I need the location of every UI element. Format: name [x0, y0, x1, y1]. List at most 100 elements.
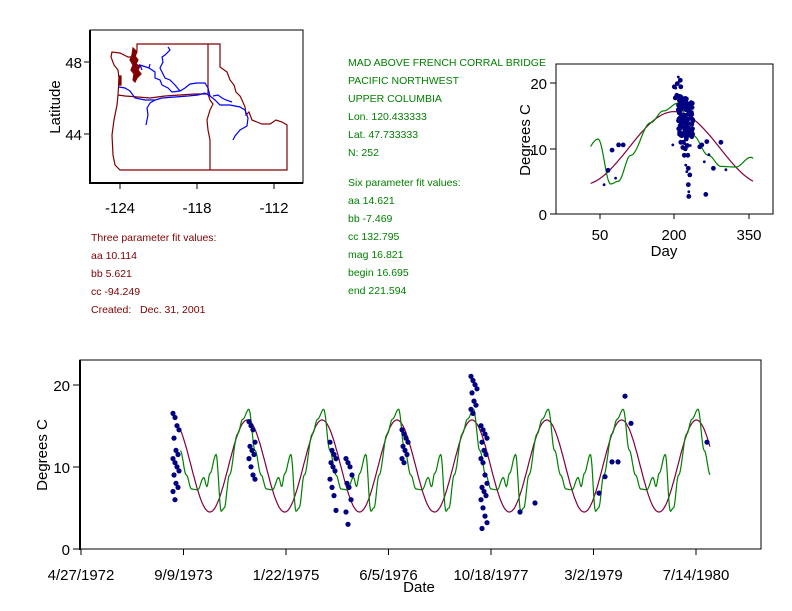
- day-observation-point: [702, 160, 706, 164]
- time-observation-point: [483, 451, 489, 458]
- map-x-tick-label: -124: [105, 200, 135, 217]
- time-observation-point: [479, 484, 485, 490]
- time-observation-point: [246, 456, 252, 462]
- day-y-tick-label: 20: [530, 76, 547, 93]
- state-borders: [110, 43, 288, 171]
- day-observation-point: [687, 190, 691, 194]
- time-x-tick-label: 7/14/1980: [663, 567, 730, 584]
- time-observation-point: [330, 464, 336, 470]
- six-param-bb: bb -7.469: [348, 213, 393, 225]
- day-observation-point: [682, 125, 687, 131]
- day-observation-point: [707, 153, 711, 157]
- time-observation-point: [479, 525, 485, 532]
- six-param-aa: aa 14.621: [348, 195, 395, 207]
- time-observation-point: [401, 431, 407, 437]
- river-columbia: [118, 86, 211, 101]
- time-observation-point: [478, 423, 484, 429]
- time-observation-point: [532, 500, 538, 506]
- time-observation-point: [247, 443, 253, 449]
- day-x-tick-label: 200: [661, 227, 686, 244]
- station-name: MAD ABOVE FRENCH CORRAL BRIDGE: [348, 57, 546, 69]
- map-y-ticks: [84, 61, 90, 135]
- three-param-bb: bb 5.621: [91, 268, 132, 280]
- six-param-cc: cc 132.795: [348, 231, 400, 243]
- six-param-info: Six parameter fit values: aa 14.621 bb -…: [348, 177, 461, 297]
- day-observation-point: [620, 142, 626, 148]
- time-observation-point: [628, 420, 634, 426]
- time-observation-point: [480, 505, 486, 511]
- day-observation-point: [614, 176, 617, 180]
- time-observation-point: [172, 414, 178, 421]
- time-observation-point: [479, 439, 485, 445]
- day-observation-point: [688, 130, 694, 136]
- day-observation-point: [718, 139, 724, 145]
- day-observation-point: [685, 165, 691, 171]
- day-observation-point: [676, 103, 682, 109]
- time-observation-point: [174, 423, 180, 429]
- time-observation-point: [176, 427, 182, 433]
- day-y-axis-label: Degrees C: [517, 104, 534, 176]
- river-columbia-upper: [148, 63, 211, 97]
- day-observation-point: [685, 182, 691, 188]
- time-observation-point: [403, 435, 409, 441]
- day-three-param-curve: [590, 111, 754, 184]
- time-observation-point: [170, 410, 176, 416]
- time-observation-point: [481, 447, 487, 453]
- time-observation-point: [333, 507, 339, 513]
- time-x-ticks: 4/27/1972 9/9/1973 1/22/1975 6/5/1976 10/18/…: [48, 549, 730, 584]
- day-chart-frame: [555, 63, 774, 215]
- coastal-inlet: [118, 75, 122, 86]
- time-observation-point: [171, 435, 177, 441]
- time-six-param-curve: [179, 408, 711, 513]
- time-y-tick-label: 20: [53, 378, 70, 395]
- map-x-ticks: [119, 184, 275, 189]
- day-x-tick-label: 350: [736, 227, 761, 244]
- time-observation-point: [472, 382, 478, 388]
- day-observation-point: [685, 120, 690, 125]
- day-x-tick-label: 50: [592, 227, 609, 244]
- time-y-tick-label: 10: [53, 460, 70, 477]
- time-observation-point: [332, 468, 338, 474]
- time-observation-point: [250, 472, 256, 478]
- day-observation-point: [677, 130, 682, 135]
- time-observation-point: [615, 459, 621, 465]
- map-y-tick-label: 48: [65, 55, 82, 72]
- border-outline: [110, 43, 288, 171]
- time-observation-point: [596, 490, 602, 496]
- day-observation-point: [674, 81, 680, 86]
- puget-sound: [129, 46, 142, 84]
- time-observation-point: [246, 419, 252, 425]
- day-observation-point: [683, 107, 689, 112]
- station-lon: Lon. 120.433333: [348, 111, 427, 123]
- day-observation-point: [677, 94, 682, 99]
- station-region: PACIFIC NORTHWEST: [348, 75, 460, 87]
- time-three-param-curve: [179, 419, 711, 513]
- day-observation-point: [689, 116, 694, 121]
- time-observation-point: [400, 443, 406, 449]
- six-param-mag: mag 16.821: [348, 249, 404, 261]
- time-observation-point: [175, 484, 181, 490]
- three-param-cc: cc -94.249: [91, 286, 140, 298]
- time-observation-point: [250, 427, 256, 433]
- day-x-ticks: [599, 214, 750, 219]
- time-observation-point: [170, 488, 176, 495]
- time-observation-point: [478, 456, 484, 462]
- day-observation-point: [684, 143, 690, 148]
- time-observation-point: [331, 493, 337, 499]
- map-frame: [89, 29, 304, 184]
- three-param-info: Three parameter fit values: aa 10.114 bb…: [91, 232, 216, 316]
- time-observation-point: [328, 460, 334, 466]
- day-observation-point: [671, 143, 675, 147]
- time-x-tick-label: 6/5/1976: [359, 567, 417, 584]
- day-chart: 50 200 350 0 10 20 Day Degrees C: [517, 63, 774, 260]
- day-observation-point: [680, 98, 686, 103]
- river-snake-trib: [212, 94, 233, 103]
- time-observation-point: [345, 521, 351, 527]
- time-x-tick-label: 4/27/1972: [48, 567, 115, 584]
- time-observation-point: [327, 476, 333, 482]
- day-observation-point: [680, 145, 686, 150]
- time-observation-point: [483, 493, 489, 499]
- day-observation-point: [704, 139, 710, 145]
- time-observation-point: [480, 460, 486, 466]
- time-observation-point: [478, 497, 484, 503]
